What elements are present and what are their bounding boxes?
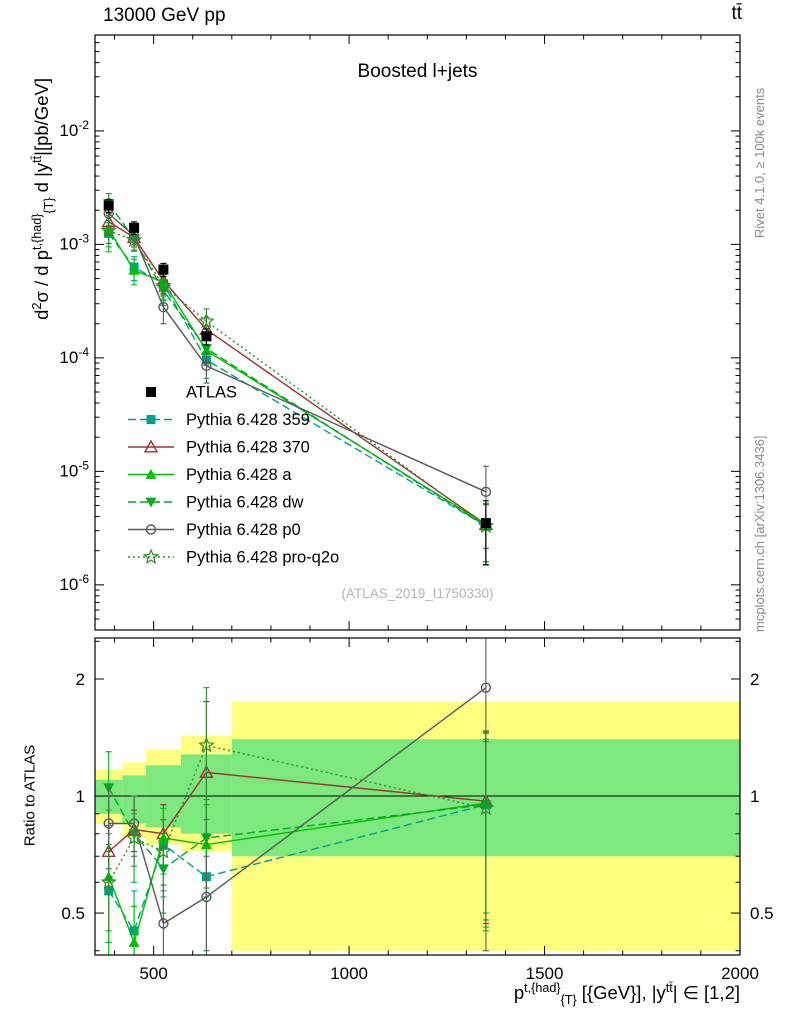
tick-labels: 500 1000 1500 2000 0.5 0.5 1 1 2 2 10-6 10-5 10-4 10-… [59, 118, 773, 983]
marker [146, 387, 156, 397]
chart-root: 500 1000 1500 2000 0.5 0.5 1 1 2 2 10-6 10-5 10-4 10-… [59, 34, 774, 983]
svg-text:10-6: 10-6 [59, 572, 89, 594]
svg-text:Pythia 6.428 a: Pythia 6.428 a [186, 466, 292, 484]
svg-text:0.5: 0.5 [61, 904, 85, 923]
marker [103, 200, 114, 211]
marker [200, 833, 212, 844]
svg-text:1500: 1500 [526, 964, 564, 983]
marker [125, 829, 143, 845]
marker [103, 818, 114, 829]
marker [477, 799, 495, 816]
marker [201, 331, 212, 342]
legend-entry-atlas: ATLAS [146, 384, 237, 402]
legend-entry-pythia-6-428-a: Pythia 6.428 a [128, 466, 292, 484]
svg-text:Pythia 6.428 pro-q2o: Pythia 6.428 pro-q2o [186, 549, 339, 567]
svg-text:Pythia 6.428 370: Pythia 6.428 370 [186, 439, 310, 457]
marker [198, 312, 215, 329]
marker [201, 360, 212, 372]
legend-entry-pythia-6-428-p0: Pythia 6.428 p0 [128, 521, 301, 539]
legend-entry-pythia-6-428-359: Pythia 6.428 359 [128, 411, 310, 429]
svg-text:Pythia 6.428 dw: Pythia 6.428 dw [186, 494, 303, 512]
marker [145, 497, 157, 508]
marker [142, 548, 160, 564]
svg-text:2000: 2000 [721, 964, 759, 983]
legend-entry-pythia-6-428-pro-q2o: Pythia 6.428 pro-q2o [128, 548, 339, 567]
svg-text:1: 1 [750, 787, 759, 806]
svg-text:Pythia 6.428 p0: Pythia 6.428 p0 [186, 521, 301, 539]
svg-text:10-4: 10-4 [59, 345, 89, 367]
legend: ATLAS Pythia 6.428 359 Pythia 6.428 370 Pyt… [128, 384, 339, 567]
axes [94, 34, 741, 956]
marker [143, 439, 159, 453]
top-panel-series [100, 193, 495, 566]
series-atlas [103, 198, 491, 566]
marker [200, 344, 212, 354]
marker [198, 736, 215, 753]
marker [480, 682, 492, 693]
svg-text:Pythia 6.428 359: Pythia 6.428 359 [186, 411, 310, 429]
marker [146, 415, 156, 424]
marker [155, 277, 172, 293]
marker [158, 264, 169, 275]
marker [480, 486, 492, 498]
svg-text:1: 1 [76, 787, 85, 806]
svg-text:2: 2 [750, 670, 759, 689]
marker [158, 918, 169, 929]
marker [128, 936, 140, 947]
svg-text:ATLAS: ATLAS [186, 384, 237, 402]
svg-text:10-3: 10-3 [59, 231, 89, 253]
ratio-panel-series [100, 638, 495, 955]
marker [145, 469, 157, 479]
legend-entry-pythia-6-428-370: Pythia 6.428 370 [128, 439, 310, 457]
svg-text:2: 2 [76, 670, 85, 689]
marker [158, 301, 169, 313]
marker [129, 222, 140, 233]
legend-entry-pythia-6-428-dw: Pythia 6.428 dw [128, 494, 303, 512]
marker [145, 524, 157, 535]
mcplots-note: mcplots.cern.ch [arXiv:1306.3436] [752, 435, 767, 632]
marker [155, 842, 172, 859]
marker [128, 264, 140, 275]
marker [100, 222, 117, 238]
marker [480, 518, 491, 529]
svg-text:10-5: 10-5 [59, 458, 89, 480]
rivet-version-note: Rivet 4.1.0, ≥ 100k events [752, 87, 767, 238]
series-pythia-6-428-pro-q2o [100, 687, 495, 932]
marker [100, 873, 117, 890]
marker [125, 231, 143, 248]
marker [201, 891, 212, 903]
svg-text:0.5: 0.5 [750, 904, 774, 923]
svg-text:10-2: 10-2 [59, 118, 89, 140]
svg-text:500: 500 [139, 964, 167, 983]
svg-text:1000: 1000 [330, 964, 368, 983]
